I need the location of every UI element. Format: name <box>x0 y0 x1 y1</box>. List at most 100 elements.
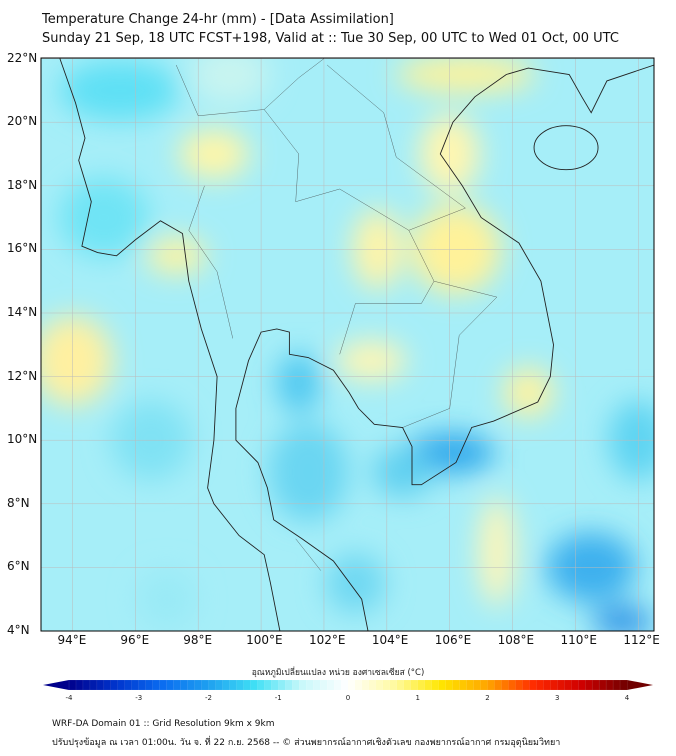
colorbar-tick-label: 2 <box>485 694 490 702</box>
colorbar-segment <box>215 679 223 691</box>
map-subtitle: Sunday 21 Sep, 18 UTC FCST+198, Valid at… <box>42 31 619 46</box>
colorbar-segment <box>571 679 579 691</box>
colorbar-segment <box>417 679 426 691</box>
colorbar-segment <box>319 679 328 691</box>
field-anomaly <box>268 422 349 522</box>
field-anomaly <box>59 60 180 121</box>
latitude-label: 10°N <box>7 432 38 447</box>
latitude-label: 22°N <box>7 50 38 65</box>
colorbar-segment <box>612 679 621 691</box>
longitude-label: 96°E <box>120 633 150 647</box>
field-anomaly <box>146 237 207 274</box>
colorbar-segment <box>459 679 468 691</box>
colorbar-segment <box>124 679 133 691</box>
field-anomaly <box>276 352 321 413</box>
colorbar-segment <box>68 679 77 691</box>
colorbar-tick-label: -1 <box>274 694 282 702</box>
longitude-label: 110°E <box>560 633 597 647</box>
colorbar-segment <box>403 679 412 691</box>
colorbar-segment <box>208 679 216 691</box>
colorbar-title: อุณหภูมิเปลี่ยนแปลง หน่วย องศาเซลเซียส (… <box>251 668 425 678</box>
longitude-label: 98°E <box>183 633 213 647</box>
latitude-label: 6°N <box>7 559 30 574</box>
field-anomaly <box>478 496 515 607</box>
colorbar-segment <box>445 679 454 691</box>
field-background <box>41 58 654 631</box>
field-anomaly <box>336 340 407 381</box>
colorbar-tick-label: -4 <box>65 694 73 702</box>
colorbar-segment <box>354 679 363 691</box>
colorbar-segment <box>145 679 154 691</box>
colorbar-segment <box>89 679 98 691</box>
colorbar-segment <box>250 679 258 691</box>
colorbar-segment <box>236 679 244 691</box>
field-anomaly <box>372 447 433 497</box>
colorbar-segment <box>585 679 593 691</box>
field-anomaly <box>503 367 554 418</box>
field-anomaly <box>58 177 149 258</box>
footer-credits: ปรับปรุงข้อมูล ณ เวลา 01:00น. วัน จ. ที่… <box>52 738 561 748</box>
longitude-label: 108°E <box>497 633 535 647</box>
map-title: Temperature Change 24-hr (mm) - [Data As… <box>42 12 394 27</box>
colorbar-segment <box>152 679 161 691</box>
field-anomaly <box>592 606 653 631</box>
colorbar-segment <box>598 679 607 691</box>
colorbar-segment <box>501 679 509 691</box>
colorbar-segment <box>396 679 405 691</box>
colorbar-segment <box>578 679 586 691</box>
colorbar-segment <box>229 679 237 691</box>
field-anomaly <box>41 315 113 406</box>
colorbar-segment <box>173 679 182 691</box>
colorbar-tick-label: 1 <box>415 694 420 702</box>
colorbar-segment <box>605 679 614 691</box>
colorbar-segment <box>285 679 293 691</box>
colorbar-segment <box>591 679 600 691</box>
latitude-label: 14°N <box>7 305 38 319</box>
colorbar-segment <box>166 679 175 691</box>
colorbar-segment <box>103 679 112 691</box>
colorbar-segment <box>117 679 126 691</box>
latitude-label: 20°N <box>7 114 38 129</box>
colorbar-segment <box>543 679 551 691</box>
colorbar-segment <box>243 679 251 691</box>
colorbar-segment <box>271 679 279 691</box>
colorbar-segment <box>264 679 272 691</box>
colorbar-min-extension <box>43 680 69 690</box>
colorbar-segment <box>473 679 481 691</box>
colorbar-segment <box>180 679 189 691</box>
colorbar-tick-label: 0 <box>345 694 351 702</box>
colorbar-segment <box>257 679 265 691</box>
colorbar-segment <box>438 679 447 691</box>
colorbar-segment <box>508 679 516 691</box>
colorbar-segment <box>452 679 461 691</box>
colorbar-segment <box>361 679 370 691</box>
field-anomaly <box>178 129 249 179</box>
longitude-label: 102°E <box>308 633 346 647</box>
field-anomaly <box>325 553 386 614</box>
colorbar-segment <box>96 679 105 691</box>
hainan-island <box>533 125 599 171</box>
longitude-label: 104°E <box>371 633 409 647</box>
admin-borders <box>175 58 498 571</box>
colorbar-segment <box>131 679 140 691</box>
footer-model-info: WRF-DA Domain 01 :: Grid Resolution 9km … <box>52 719 275 729</box>
coastline <box>59 58 654 631</box>
latitude-label: 12°N <box>7 368 38 383</box>
colorbar-segment <box>522 679 530 691</box>
colorbar-segment <box>138 679 147 691</box>
colorbar-segment <box>340 679 349 691</box>
colorbar-segment <box>326 679 335 691</box>
colorbar-tick-label: 3 <box>555 694 560 702</box>
colorbar-segment <box>494 679 502 691</box>
colorbar-segment <box>312 679 321 691</box>
colorbar-segment <box>159 679 168 691</box>
colorbar-segment <box>222 679 230 691</box>
colorbar-segment <box>194 679 202 691</box>
colorbar-tick-label: -3 <box>135 694 143 702</box>
colorbar-tick-label: 4 <box>624 694 630 702</box>
colorbar-segment <box>564 679 572 691</box>
longitude-label: 106°E <box>434 633 472 647</box>
colorbar-segment <box>466 679 475 691</box>
colorbar-segment <box>375 679 384 691</box>
colorbar-segment <box>347 679 356 691</box>
